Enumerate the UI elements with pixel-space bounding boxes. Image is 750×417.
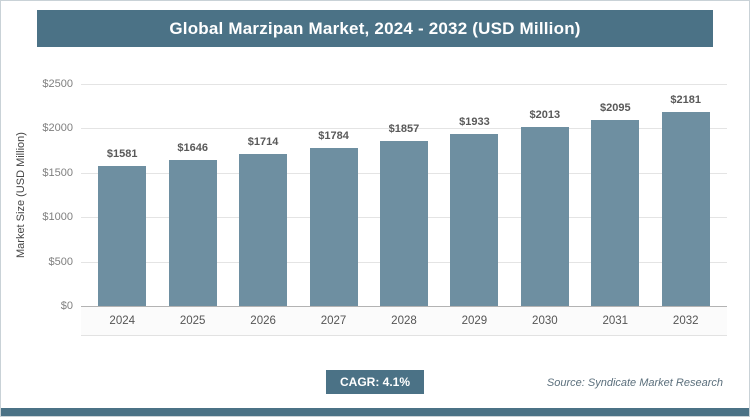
bar [591, 119, 640, 306]
x-axis-label: 2031 [602, 314, 629, 327]
x-axis-label: 2028 [391, 314, 417, 327]
bar-group-2025: $1646 [157, 84, 227, 306]
bar [661, 112, 710, 306]
bar-group-2029: $1933 [439, 84, 509, 306]
bar [239, 153, 288, 306]
bar-group-2027: $1784 [298, 84, 368, 306]
plot-column: $1581 $1646 $1714 $1784 $1857 $1933 $2013 $2095… [81, 84, 727, 336]
chart-title-bar: Global Marzipan Market, 2024 - 2032 (USD… [37, 10, 713, 47]
bar-value-label: $2181 [670, 94, 702, 107]
bar [450, 134, 499, 306]
bar-group-2032: $2181 [651, 84, 721, 306]
bar-value-label: $1646 [177, 141, 208, 154]
y-tick-label: $1500 [42, 166, 73, 179]
gridline [81, 306, 727, 307]
gridline [81, 84, 727, 85]
x-axis-label: 2026 [250, 314, 276, 327]
y-tick-label: $500 [48, 255, 73, 268]
y-tick-label: $2000 [42, 122, 73, 135]
x-axis-labels: 2024 2025 2026 2027 2028 2029 2030 2031 2032 [81, 306, 727, 336]
y-axis-ticks: $0 $500 $1000 $1500 $2000 $2500 [31, 78, 81, 312]
bar-group-2031: $2095 [580, 84, 650, 306]
x-axis-label: 2030 [532, 314, 558, 327]
x-axis-label: 2024 [109, 314, 136, 327]
bar [379, 141, 428, 306]
bar-value-label: $1857 [388, 123, 420, 136]
bar [520, 127, 569, 306]
y-axis-title: Market Size (USD Million) [15, 132, 27, 258]
cagr-badge: CAGR: 4.1% [325, 370, 425, 394]
chart-area: Market Size (USD Million) $0 $500 $1000 $15… [11, 78, 727, 336]
plot-area: $1581 $1646 $1714 $1784 $1857 $1933 $2013 $2095… [81, 84, 727, 307]
chart-title: Global Marzipan Market, 2024 - 2032 (USD… [169, 18, 581, 38]
bar [309, 147, 358, 306]
x-axis-label: 2027 [320, 314, 347, 327]
bar-group-2030: $2013 [510, 84, 580, 306]
bar-group-2024: $1581 [87, 84, 157, 306]
bars-container: $1581 $1646 $1714 $1784 $1857 $1933 $2013 $2095… [81, 84, 727, 306]
y-tick-label: $0 [60, 300, 73, 312]
bar-value-label: $2095 [599, 101, 631, 114]
x-axis-label: 2025 [179, 314, 206, 327]
bar-value-label: $1784 [318, 129, 349, 142]
source-attribution: Source: Syndicate Market Research [546, 377, 723, 389]
x-axis-label: 2032 [672, 314, 699, 327]
bar-value-label: $1714 [247, 135, 279, 148]
bar [168, 159, 217, 306]
x-axis-label: 2029 [461, 314, 488, 327]
bar-group-2026: $1714 [228, 84, 298, 306]
y-tick-label: $1000 [42, 211, 73, 224]
gridline [81, 128, 727, 130]
bar-value-label: $1933 [459, 116, 490, 129]
bottom-accent-strip [1, 408, 749, 416]
bar-value-label: $2013 [529, 109, 561, 122]
bar [98, 165, 147, 306]
bar-value-label: $1581 [106, 147, 138, 160]
bar-group-2028: $1857 [369, 84, 439, 306]
y-tick-label: $2500 [42, 78, 73, 90]
